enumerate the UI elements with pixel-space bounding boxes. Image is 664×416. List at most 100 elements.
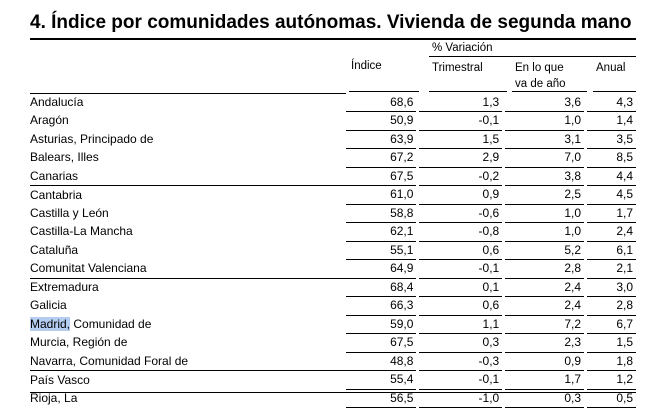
cell-anual: 6,1 bbox=[587, 241, 636, 260]
table-row: Aragón 50,9 -0,1 1,0 1,4 bbox=[30, 111, 636, 131]
table-row: Extremadura 68,4 0,1 2,4 3,0 bbox=[30, 277, 636, 297]
page-title: 4. Índice por comunidades autónomas. Viv… bbox=[30, 12, 632, 33]
table-row: Canarias 67,5 -0,2 3,8 4,4 bbox=[30, 167, 636, 186]
cell-ytd: 2,4 bbox=[505, 296, 585, 316]
cell-trimestral: -0,8 bbox=[419, 222, 503, 242]
cell-trimestral: -0,1 bbox=[419, 370, 503, 390]
cell-anual: 1,5 bbox=[587, 333, 636, 353]
cell-trimestral: 1,1 bbox=[419, 315, 503, 334]
row-region: Asturias, Principado de bbox=[30, 131, 154, 146]
cell-indice: 50,9 bbox=[345, 111, 417, 131]
cell-indice: 66,3 bbox=[345, 296, 417, 316]
row-region: Murcia, Región de bbox=[30, 335, 128, 350]
header-anual: Anual bbox=[596, 62, 626, 74]
table-row: Rioja, La 56,5 -1,0 0,3 0,5 bbox=[30, 389, 636, 408]
cell-ytd: 0,9 bbox=[505, 352, 585, 371]
table-row: Cataluña 55,1 0,6 5,2 6,1 bbox=[30, 241, 636, 260]
cell-ytd: 1,0 bbox=[505, 222, 585, 242]
cell-ytd: 1,7 bbox=[505, 370, 585, 390]
header-rule-indice bbox=[349, 91, 419, 92]
cell-trimestral: 0,6 bbox=[419, 296, 503, 316]
cell-indice: 62,1 bbox=[345, 222, 417, 242]
cell-indice: 56,5 bbox=[345, 389, 417, 408]
header-trimestral: Trimestral bbox=[432, 62, 483, 74]
cell-ytd: 3,8 bbox=[505, 167, 585, 186]
cell-ytd: 3,1 bbox=[505, 130, 585, 149]
cell-trimestral: 0,3 bbox=[419, 333, 503, 353]
cell-anual: 1,2 bbox=[587, 370, 636, 390]
cell-anual: 4,3 bbox=[587, 93, 636, 112]
row-region: Castilla-La Mancha bbox=[30, 224, 133, 239]
cell-indice: 67,2 bbox=[345, 148, 417, 168]
cell-trimestral: 0,6 bbox=[419, 241, 503, 260]
cell-ytd: 7,2 bbox=[505, 315, 585, 334]
header-va-de-ano: va de año bbox=[515, 78, 566, 90]
row-region: Cataluña bbox=[30, 242, 79, 257]
cell-indice: 61,0 bbox=[345, 185, 417, 205]
cell-trimestral: -0,1 bbox=[419, 111, 503, 131]
cell-ytd: 7,0 bbox=[505, 148, 585, 168]
cell-ytd: 2,3 bbox=[505, 333, 585, 353]
cell-ytd: 1,0 bbox=[505, 204, 585, 223]
header-variacion-rule bbox=[429, 56, 636, 57]
cell-anual: 2,1 bbox=[587, 259, 636, 279]
cell-anual: 3,0 bbox=[587, 278, 636, 297]
region-name-rest: Comunidad de bbox=[70, 316, 152, 331]
row-region: Castilla y León bbox=[30, 205, 109, 220]
cell-trimestral: 2,9 bbox=[419, 148, 503, 168]
row-region: Balears, Illes bbox=[30, 150, 99, 165]
cell-ytd: 5,2 bbox=[505, 241, 585, 260]
table-bottom-rule bbox=[30, 392, 636, 393]
cell-indice: 55,1 bbox=[345, 241, 417, 260]
cell-ytd: 1,0 bbox=[505, 111, 585, 131]
cell-anual: 0,5 bbox=[587, 389, 636, 408]
table-row: Navarra, Comunidad Foral de 48,8 -0,3 0,9 1,… bbox=[30, 352, 636, 371]
cell-trimestral: 0,1 bbox=[419, 278, 503, 297]
cell-ytd: 2,8 bbox=[505, 259, 585, 279]
header-rule-trimestral bbox=[429, 91, 507, 92]
header-en-lo-que: En lo que bbox=[515, 62, 564, 74]
row-region: Canarias bbox=[30, 168, 79, 183]
table-row: Andalucía 68,6 1,3 3,6 4,3 bbox=[30, 93, 636, 112]
cell-ytd: 2,5 bbox=[505, 185, 585, 205]
cell-ytd: 3,6 bbox=[505, 93, 585, 112]
header-rule-anual bbox=[593, 91, 636, 92]
cell-trimestral: -1,0 bbox=[419, 389, 503, 408]
table-row: Madrid, Comunidad de 59,0 1,1 7,2 6,7 bbox=[30, 315, 636, 334]
cell-indice: 68,4 bbox=[345, 278, 417, 297]
header-indice: Índice bbox=[351, 60, 382, 72]
cell-trimestral: -0,1 bbox=[419, 259, 503, 279]
cell-indice: 67,5 bbox=[345, 167, 417, 186]
cell-trimestral: 0,9 bbox=[419, 185, 503, 205]
cell-anual: 1,7 bbox=[587, 204, 636, 223]
data-table: Andalucía 68,6 1,3 3,6 4,3 Aragón 50,9 -0,1 1,0 1… bbox=[30, 93, 636, 408]
cell-indice: 59,0 bbox=[345, 315, 417, 334]
table-row: País Vasco 55,4 -0,1 1,7 1,2 bbox=[30, 370, 636, 390]
row-region: Aragón bbox=[30, 113, 69, 128]
row-region: Extremadura bbox=[30, 277, 346, 297]
cell-anual: 3,5 bbox=[587, 130, 636, 149]
row-region: Navarra, Comunidad Foral de bbox=[30, 353, 189, 368]
cell-anual: 1,8 bbox=[587, 352, 636, 371]
row-region: Madrid, Comunidad de bbox=[30, 315, 346, 334]
row-region: Andalucía bbox=[30, 93, 346, 112]
row-region: Cantabria bbox=[30, 185, 346, 204]
cell-trimestral: -0,3 bbox=[419, 352, 503, 371]
table-row: Murcia, Región de 67,5 0,3 2,3 1,5 bbox=[30, 333, 636, 353]
table-row: Asturias, Principado de 63,9 1,5 3,1 3,5 bbox=[30, 130, 636, 149]
highlighted-text[interactable]: Madrid, bbox=[30, 316, 71, 331]
cell-ytd: 0,3 bbox=[505, 389, 585, 408]
table-row: Comunitat Valenciana 64,9 -0,1 2,8 2,1 bbox=[30, 259, 636, 279]
cell-indice: 64,9 bbox=[345, 259, 417, 279]
cell-anual: 6,7 bbox=[587, 315, 636, 334]
table-row: Castilla-La Mancha 62,1 -0,8 1,0 2,4 bbox=[30, 222, 636, 242]
cell-anual: 2,8 bbox=[587, 296, 636, 316]
cell-anual: 2,4 bbox=[587, 222, 636, 242]
row-region: Galicia bbox=[30, 298, 67, 313]
cell-trimestral: 1,3 bbox=[419, 93, 503, 112]
table-row: Castilla y León 58,8 -0,6 1,0 1,7 bbox=[30, 204, 636, 223]
row-region: Rioja, La bbox=[30, 390, 78, 405]
cell-trimestral: -0,6 bbox=[419, 204, 503, 223]
cell-ytd: 2,4 bbox=[505, 278, 585, 297]
header-rule-ytd bbox=[512, 91, 587, 92]
